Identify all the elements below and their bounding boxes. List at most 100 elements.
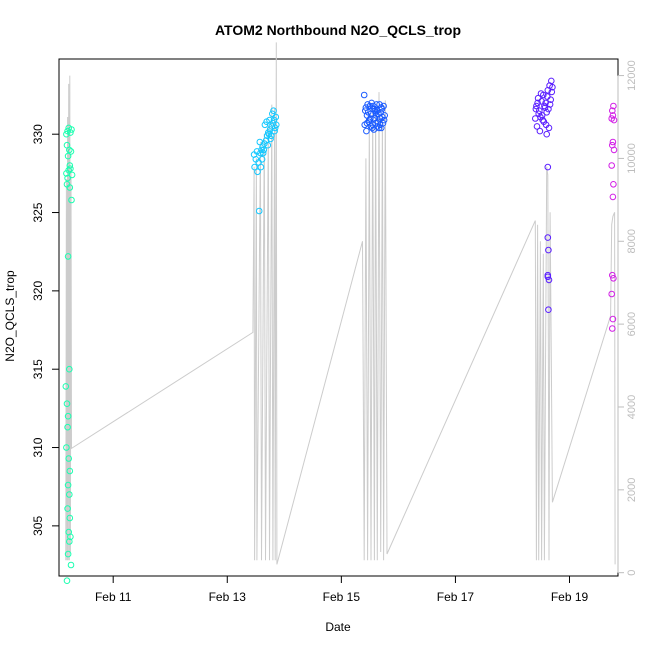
series-1	[62, 124, 76, 585]
data-point	[267, 132, 275, 140]
data-point	[68, 171, 76, 179]
data-point	[268, 123, 276, 130]
chart-title: ATOM2 Northbound N2O_QCLS_trop	[215, 22, 461, 38]
data-point	[610, 275, 617, 282]
data-point	[609, 315, 617, 323]
data-point	[64, 423, 71, 431]
data-point	[264, 141, 272, 149]
data-point	[538, 98, 545, 105]
data-point	[68, 126, 75, 133]
data-point	[541, 102, 548, 110]
y-tick-label: 325	[31, 202, 45, 222]
data-point	[609, 107, 616, 114]
y2-tick-label: 10000	[626, 143, 638, 174]
data-point	[538, 112, 546, 119]
x-tick-label: Feb 11	[95, 590, 132, 604]
series-2	[250, 107, 280, 215]
data-point	[67, 165, 74, 172]
x-tick-label: Feb 15	[323, 590, 361, 604]
data-point	[537, 113, 544, 121]
y-tick-label: 315	[31, 359, 45, 379]
data-point	[548, 77, 555, 85]
data-point	[363, 119, 371, 127]
data-point	[67, 533, 74, 541]
data-point	[67, 129, 74, 136]
data-point	[256, 138, 264, 146]
data-point	[66, 184, 74, 191]
data-point	[259, 149, 267, 157]
data-point	[376, 101, 383, 108]
plot-area	[58, 58, 619, 577]
data-point	[609, 112, 617, 119]
data-point	[367, 115, 374, 122]
data-point	[549, 83, 556, 91]
y-tick-label: 305	[31, 516, 45, 536]
data-point	[381, 112, 389, 119]
x-axis-label: Date	[325, 620, 351, 634]
data-point	[64, 412, 72, 420]
data-point	[66, 162, 74, 169]
data-point	[369, 121, 377, 129]
data-point	[63, 400, 71, 408]
data-point	[273, 121, 280, 129]
data-point	[66, 467, 74, 475]
data-point	[543, 130, 551, 138]
data-point	[535, 110, 543, 118]
data-point	[545, 276, 553, 284]
data-point	[364, 101, 371, 108]
data-point	[544, 234, 552, 241]
data-point	[66, 514, 74, 522]
data-point	[547, 96, 555, 103]
data-point	[609, 325, 616, 332]
data-point	[536, 107, 543, 114]
series-4	[532, 77, 556, 314]
data-point	[63, 444, 70, 451]
data-point	[363, 127, 370, 135]
data-point	[372, 109, 379, 116]
data-point	[270, 107, 277, 114]
data-point	[378, 124, 385, 132]
y-axis-label: N2O_QCLS_trop	[3, 270, 17, 362]
altitude-line	[65, 42, 616, 565]
data-point	[367, 110, 375, 118]
data-point	[610, 181, 617, 188]
data-point	[533, 102, 540, 110]
data-point	[63, 130, 70, 138]
data-point	[545, 306, 552, 314]
data-point	[542, 99, 549, 107]
data-point	[66, 365, 73, 373]
y2-tick-label: 8000	[626, 229, 638, 253]
data-point	[610, 146, 618, 154]
y2-tick-label: 2000	[626, 478, 638, 502]
data-point	[371, 105, 378, 113]
data-point	[68, 196, 75, 204]
data-point	[255, 207, 263, 215]
data-point	[545, 246, 552, 254]
data-point	[360, 91, 368, 99]
data-point	[62, 383, 70, 390]
data-point	[258, 156, 266, 163]
data-point	[380, 116, 388, 124]
data-point	[269, 110, 276, 118]
data-point	[66, 538, 73, 545]
data-point	[609, 138, 617, 146]
data-point	[64, 481, 72, 489]
x-axis: Feb 11 Feb 13 Feb 15 Feb 17 Feb 19	[95, 575, 589, 604]
data-point	[64, 174, 71, 182]
y-tick-label: 330	[31, 124, 45, 144]
x-tick-label: Feb 13	[209, 590, 247, 604]
data-point	[271, 127, 278, 135]
y2-tick-label: 12000	[626, 60, 638, 91]
data-point	[609, 271, 616, 279]
data-point	[65, 455, 72, 462]
y-axis-left: 305 310 315 320 325 330	[31, 124, 60, 536]
data-point	[362, 104, 370, 111]
data-point	[64, 253, 72, 260]
data-point	[254, 168, 261, 176]
data-point	[544, 163, 552, 171]
data-point	[65, 166, 72, 174]
data-point	[545, 124, 553, 132]
data-point	[609, 193, 617, 201]
data-point	[610, 102, 617, 110]
